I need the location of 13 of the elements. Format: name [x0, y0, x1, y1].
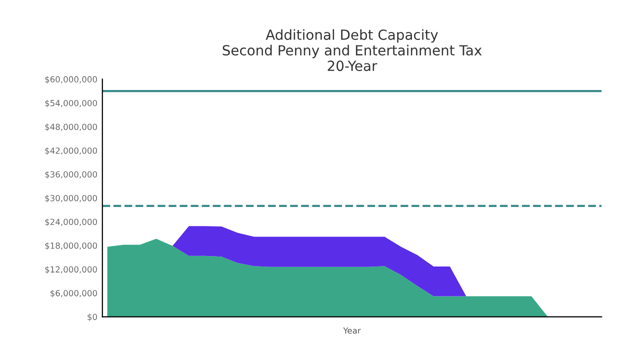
y-tick-label: $24,000,000	[45, 218, 97, 226]
chart-title: Additional Debt Capacity Second Penny and Entertainment Tax 20-Year	[222, 29, 482, 72]
y-tick-label: $36,000,000	[45, 171, 97, 179]
y-tick-label: $6,000,000	[50, 290, 97, 298]
y-tick-label: $12,000,000	[45, 266, 97, 274]
y-tick-label: $42,000,000	[45, 147, 97, 155]
y-tick-label: $0	[88, 314, 97, 322]
y-tick-label: $60,000,000	[45, 76, 97, 84]
y-tick-label: $48,000,000	[45, 124, 97, 132]
x-axis-title: Year	[343, 327, 361, 334]
y-tick-label: $18,000,000	[45, 242, 97, 250]
y-tick-label: $54,000,000	[45, 100, 97, 108]
y-tick-label: $30,000,000	[45, 194, 97, 202]
